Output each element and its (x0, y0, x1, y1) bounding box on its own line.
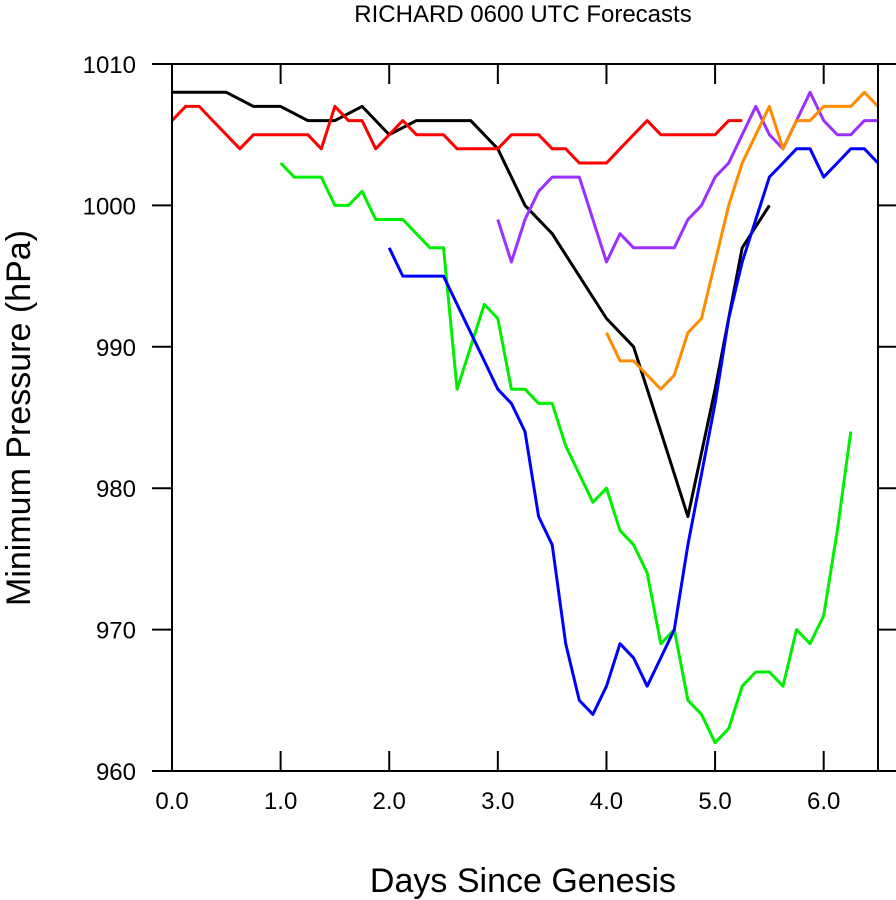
series-line-6 (605, 90, 880, 391)
plot-frame (171, 63, 879, 772)
y-tick-label: 990 (96, 335, 136, 362)
y-tick-label: 1000 (83, 193, 136, 220)
series-line-4 (387, 147, 880, 716)
y-tick-label: 960 (96, 759, 136, 786)
x-tick-label: 2.0 (373, 788, 406, 815)
x-axis-label: Days Since Genesis (370, 862, 676, 900)
series-line-3 (279, 161, 853, 745)
x-tick-label: 1.0 (264, 788, 297, 815)
series-line-5 (496, 90, 878, 264)
series-line-1 (172, 90, 771, 518)
y-axis-label: Minimum Pressure (hPa) (0, 230, 38, 606)
y-tick-label: 970 (96, 618, 136, 645)
x-tick-label: 0.0 (155, 788, 188, 815)
x-tick-label: 6.0 (807, 788, 840, 815)
x-tick-label: 5.0 (698, 788, 731, 815)
series-layer (170, 90, 880, 745)
x-tick-label: 4.0 (590, 788, 623, 815)
series-line-2 (170, 104, 743, 165)
y-tick-label: 980 (96, 476, 136, 503)
x-tick-label: 3.0 (481, 788, 514, 815)
chart-title: RICHARD 0600 UTC Forecasts (354, 1, 691, 28)
y-tick-label: 1010 (83, 52, 136, 79)
ticks-layer: 0.0 1.0 2.0 3.0 4.0 5.0 6.0 960 970 980 990 1000 101… (83, 52, 896, 815)
